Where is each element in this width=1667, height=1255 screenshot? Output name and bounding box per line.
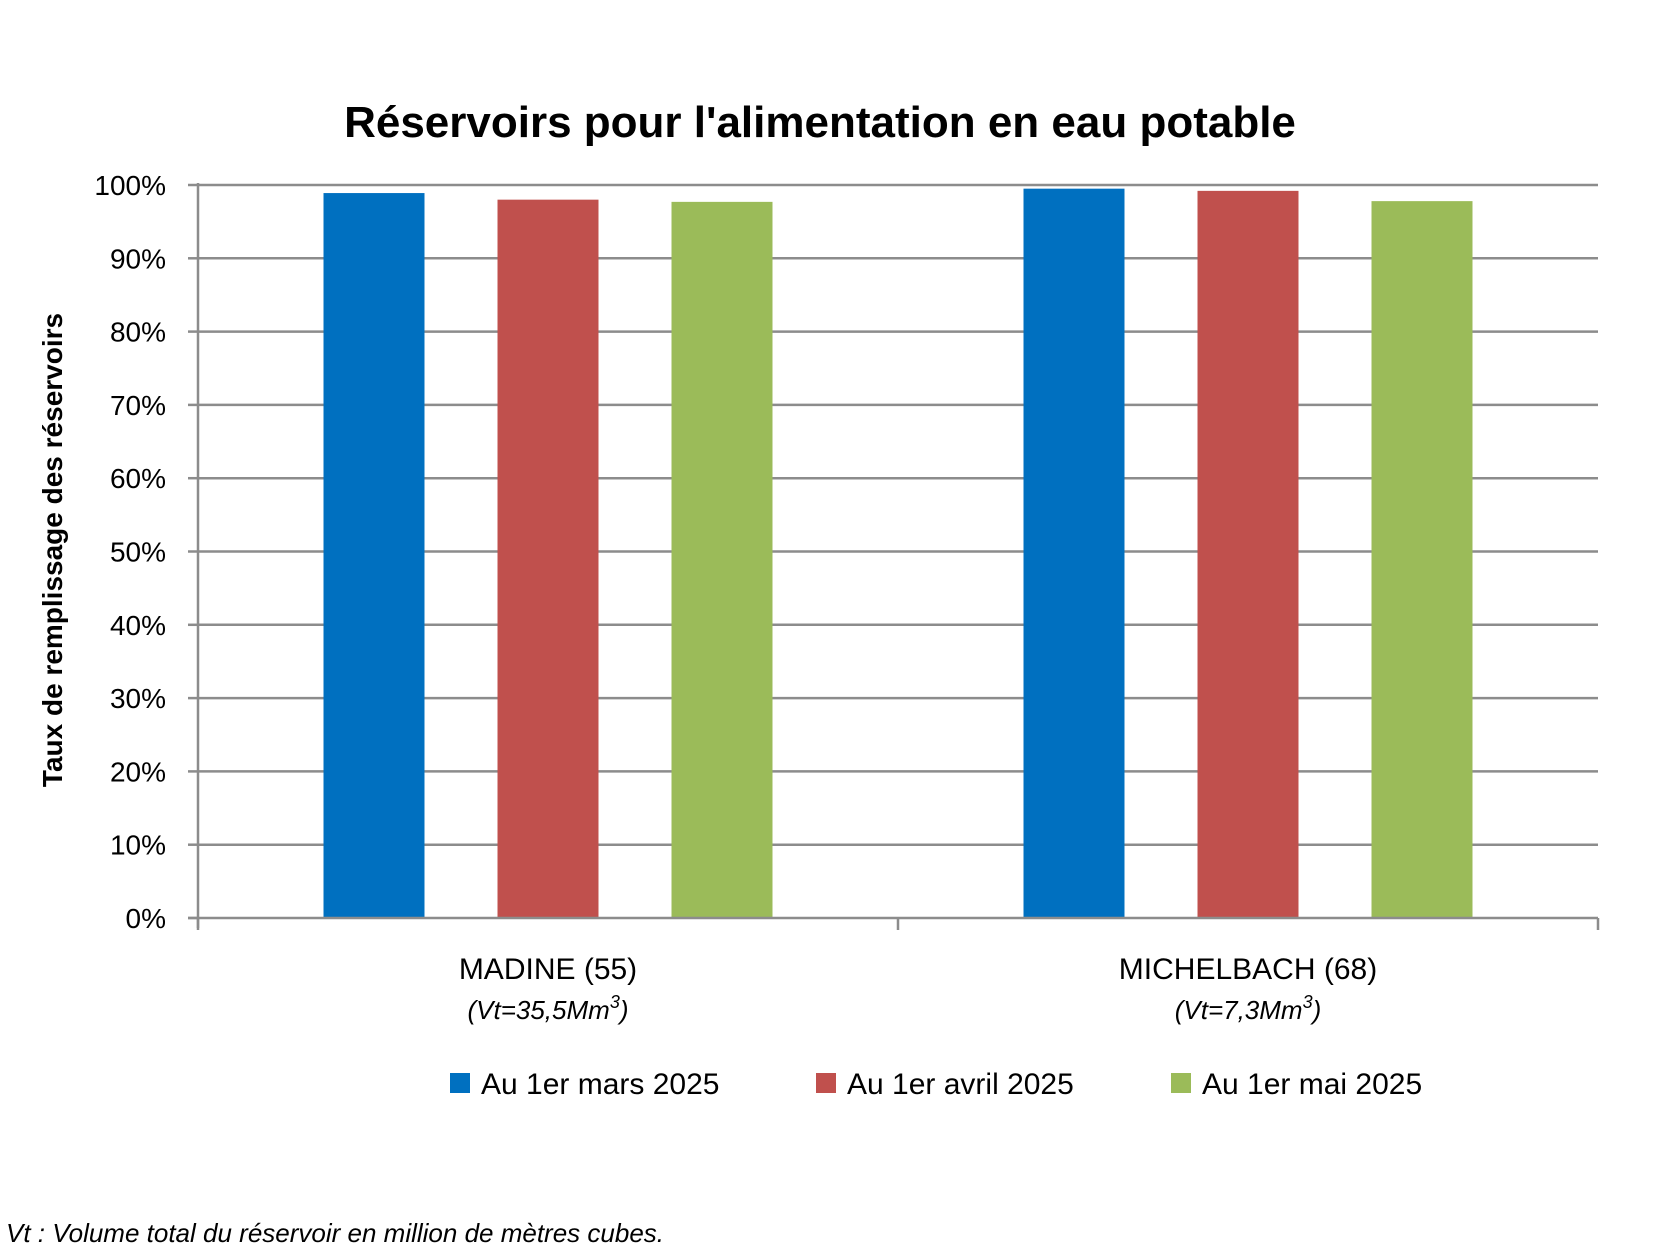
legend-label: Au 1er mai 2025: [1202, 1068, 1422, 1101]
y-tick-label: 30%: [110, 683, 166, 714]
y-axis-label: Taux de remplissage des réservoirs: [37, 313, 68, 787]
y-tick-label: 0%: [126, 903, 166, 934]
legend-label: Au 1er avril 2025: [847, 1068, 1074, 1101]
y-tick-label: 100%: [94, 170, 166, 201]
axes: [188, 183, 1600, 930]
legend: Au 1er mars 2025 Au 1er avril 2025 Au 1er …: [450, 1068, 1422, 1101]
x-category-label: MADINE (55): [459, 953, 637, 986]
legend-swatch: [1171, 1073, 1191, 1093]
bar-1-1: [323, 193, 425, 919]
bar-3-2: [1371, 201, 1473, 919]
legend-label: Au 1er mars 2025: [481, 1068, 719, 1101]
bar-3-1: [671, 201, 773, 918]
legend-swatch: [450, 1073, 470, 1093]
gridlines: [198, 183, 1598, 846]
bar-2-1: [497, 199, 599, 918]
y-tick-labels: 0% 10% 20% 30% 40% 50% 60% 70% 80% 90% 100%: [94, 170, 166, 934]
bars: [323, 188, 1473, 919]
y-tick-label: 60%: [110, 463, 166, 494]
x-category-sublabel: (Vt=35,5Mm3): [467, 992, 628, 1025]
y-tick-label: 40%: [110, 610, 166, 641]
bar-1-2: [1023, 188, 1125, 919]
y-tick-label: 50%: [110, 537, 166, 568]
legend-swatch: [816, 1073, 836, 1093]
y-tick-label: 70%: [110, 390, 166, 421]
y-tick-label: 20%: [110, 756, 166, 787]
x-category-labels: MADINE (55) (Vt=35,5Mm3) MICHELBACH (68) (V…: [459, 953, 1377, 1025]
chart-title: Réservoirs pour l'alimentation en eau po…: [344, 98, 1296, 147]
y-tick-label: 10%: [110, 830, 166, 861]
x-category-sublabel: (Vt=7,3Mm3): [1175, 992, 1322, 1025]
y-tick-label: 80%: [110, 317, 166, 348]
x-category-label: MICHELBACH (68): [1119, 953, 1377, 986]
bar-2-2: [1197, 190, 1299, 918]
y-tick-label: 90%: [110, 243, 166, 274]
footnote: Vt : Volume total du réservoir en millio…: [6, 1218, 664, 1248]
